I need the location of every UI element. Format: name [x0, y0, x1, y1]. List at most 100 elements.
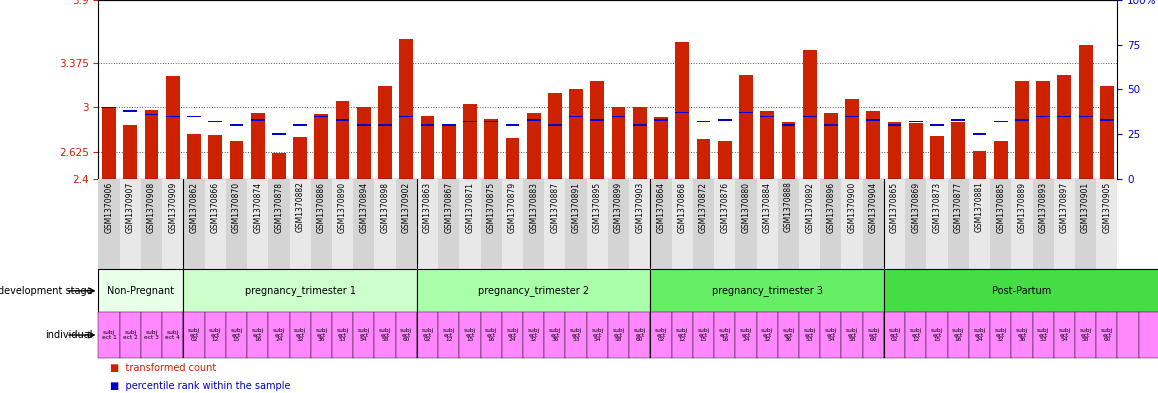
Bar	[357, 125, 371, 126]
Bar	[820, 179, 842, 269]
Bar	[692, 179, 714, 269]
Bar	[396, 179, 417, 269]
Bar	[481, 179, 501, 269]
Bar	[714, 312, 735, 358]
Bar	[420, 116, 434, 179]
Text: subj
ect
02: subj ect 02	[888, 328, 901, 342]
Bar	[293, 137, 307, 179]
Text: subj
ect
36: subj ect 36	[1016, 328, 1028, 342]
Bar	[739, 75, 753, 179]
Bar	[357, 107, 371, 179]
Bar	[506, 138, 519, 179]
Bar	[315, 116, 328, 117]
Bar	[166, 116, 179, 117]
Text: subj
ect
12: subj ect 12	[210, 328, 221, 342]
Bar	[166, 76, 179, 179]
Bar	[442, 125, 455, 126]
Text: subj
ect
32: subj ect 32	[995, 328, 1006, 342]
Bar	[969, 179, 990, 269]
Bar	[544, 312, 565, 358]
Text: subj
ect
12: subj ect 12	[676, 328, 688, 342]
Text: GSM1370874: GSM1370874	[254, 182, 262, 233]
Text: subj
ect
54: subj ect 54	[592, 328, 603, 342]
Bar	[675, 112, 689, 113]
Bar	[102, 107, 116, 179]
Bar	[947, 179, 969, 269]
Text: subj
ect
58: subj ect 58	[846, 328, 858, 342]
Text: GSM1370876: GSM1370876	[720, 182, 730, 233]
Bar	[417, 269, 651, 312]
Text: subj
ect
53: subj ect 53	[1038, 328, 1049, 342]
Text: GSM1370868: GSM1370868	[677, 182, 687, 233]
Text: subj
ect
60: subj ect 60	[867, 328, 879, 342]
Bar	[888, 121, 901, 179]
Bar	[336, 119, 350, 121]
Bar	[501, 312, 523, 358]
Text: ■  transformed count: ■ transformed count	[110, 363, 217, 373]
Bar	[145, 110, 159, 179]
Text: pregnancy_trimester 1: pregnancy_trimester 1	[244, 285, 356, 296]
Bar	[247, 179, 269, 269]
Bar	[718, 119, 732, 121]
Text: subj
ect
15: subj ect 15	[697, 328, 710, 342]
Bar	[884, 312, 906, 358]
Text: GSM1370862: GSM1370862	[190, 182, 198, 233]
Text: subj
ect
36: subj ect 36	[783, 328, 794, 342]
Bar	[463, 104, 477, 179]
Bar	[229, 125, 243, 126]
Text: GSM1370880: GSM1370880	[741, 182, 750, 233]
Bar	[587, 312, 608, 358]
Bar	[799, 312, 820, 358]
Bar	[714, 179, 735, 269]
Bar	[438, 312, 460, 358]
Bar	[802, 116, 816, 117]
Text: GSM1370871: GSM1370871	[466, 182, 475, 233]
Bar	[633, 107, 646, 179]
Bar	[1016, 81, 1028, 179]
Bar	[611, 116, 625, 117]
Bar	[98, 179, 119, 269]
Text: subj
ect
54: subj ect 54	[824, 328, 837, 342]
Bar	[824, 125, 837, 126]
Bar	[420, 125, 434, 126]
Text: GSM1370886: GSM1370886	[317, 182, 325, 233]
Bar	[1057, 116, 1071, 117]
Text: subj
ect
60: subj ect 60	[401, 328, 412, 342]
Bar	[1075, 179, 1097, 269]
Bar	[290, 179, 310, 269]
Text: GSM1370875: GSM1370875	[486, 182, 496, 233]
Bar	[183, 179, 205, 269]
Bar	[672, 179, 692, 269]
Bar	[374, 179, 396, 269]
Bar	[183, 269, 417, 312]
Bar	[247, 312, 269, 358]
Text: subj
ect 3: subj ect 3	[144, 330, 159, 340]
Bar	[697, 140, 710, 179]
Bar	[930, 125, 944, 126]
Bar	[926, 179, 947, 269]
Bar	[611, 107, 625, 179]
Bar	[591, 81, 604, 179]
Bar	[1079, 116, 1092, 117]
Bar	[183, 312, 205, 358]
Bar	[994, 141, 1007, 179]
Bar	[98, 269, 183, 312]
Bar	[332, 312, 353, 358]
Bar	[739, 112, 753, 113]
Bar	[1057, 75, 1071, 179]
Bar	[208, 121, 222, 122]
Bar	[315, 114, 328, 179]
Text: GSM1370872: GSM1370872	[699, 182, 708, 233]
Text: GSM1370907: GSM1370907	[126, 182, 134, 233]
Text: subj
ect
24: subj ect 24	[273, 328, 285, 342]
Text: GSM1370879: GSM1370879	[508, 182, 516, 233]
Bar	[1036, 81, 1050, 179]
Bar	[1033, 312, 1054, 358]
Bar	[484, 119, 498, 179]
Bar	[269, 312, 290, 358]
Bar	[1117, 312, 1138, 358]
Text: GSM1370905: GSM1370905	[1102, 182, 1112, 233]
Text: GSM1370888: GSM1370888	[784, 182, 793, 232]
Bar	[718, 141, 732, 179]
Text: GSM1370897: GSM1370897	[1060, 182, 1069, 233]
